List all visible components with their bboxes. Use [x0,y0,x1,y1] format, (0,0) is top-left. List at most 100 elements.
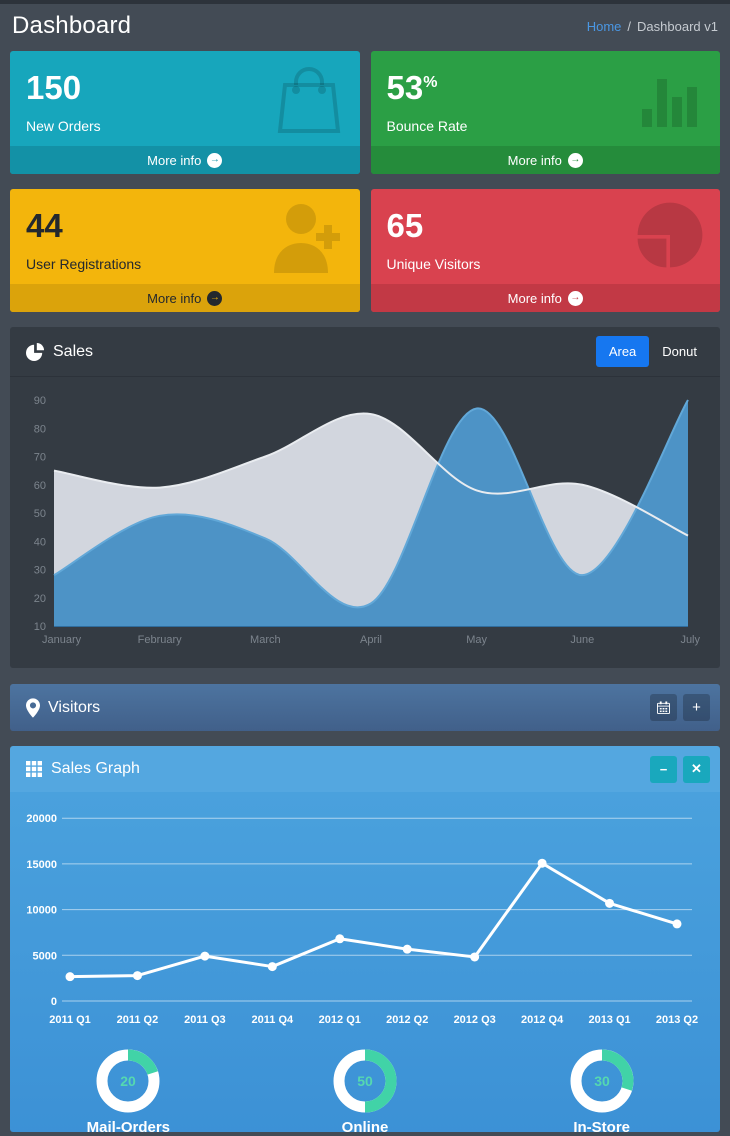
gauge-label: Mail-Orders [86,1119,171,1132]
pie-chart-icon [634,199,706,276]
sales-area-chart: 10 20 30 40 50 60 70 80 90 January February March Ap… [34,395,701,646]
svg-text:2012 Q2: 2012 Q2 [386,1014,428,1026]
metric-value: 65 [386,207,424,244]
metric-value: 53% [386,69,438,106]
stats-bars-icon [642,75,704,132]
metric-value: 44 [26,207,63,244]
more-info-link[interactable]: More info → [370,284,720,312]
svg-text:2013 Q2: 2013 Q2 [656,1014,698,1026]
small-box-content: 150 New Orders [10,51,360,134]
panel-title: Sales Graph [51,760,140,777]
small-box-content: 53% Bounce Rate [371,51,721,134]
sales-graph-header: Sales Graph − ✕ [10,746,720,792]
area-tab-button[interactable]: Area [595,336,650,367]
breadcrumb-current: Dashboard v1 [637,18,718,34]
svg-text:15000: 15000 [26,859,57,871]
more-info-link[interactable]: More info → [370,146,720,174]
visitors-panel-tools: + [644,694,710,721]
svg-text:January: January [42,634,82,646]
donut-gauge[interactable]: 20 [96,1049,160,1113]
small-box-content: 44 User Registrations [10,189,360,272]
sales-panel: Sales Area Donut 10 20 30 40 50 60 70 80 90 Janua… [10,327,720,668]
pie-chart-icon [26,342,44,361]
metric-label: User Registrations [26,256,142,272]
svg-text:60: 60 [34,480,46,492]
svg-text:May: May [466,634,487,646]
sales-graph-body: 0 5000 10000 15000 20000 2011 Q1 2011 Q2 2011 Q… [10,792,720,1132]
visitors-panel-header: Visitors + [10,684,720,731]
svg-text:February: February [138,634,183,646]
svg-text:2012 Q3: 2012 Q3 [454,1014,496,1026]
svg-text:2011 Q1: 2011 Q1 [49,1014,91,1026]
svg-text:30: 30 [594,1073,610,1089]
donut-gauge[interactable]: 30 [570,1049,634,1113]
arrow-right-circle-icon: → [567,152,583,168]
svg-text:0: 0 [51,996,57,1008]
page-header: Dashboard Home / Dashboard v1 [0,4,730,46]
calendar-button[interactable] [650,694,677,721]
svg-text:70: 70 [34,452,46,464]
add-button[interactable]: + [683,694,710,721]
svg-text:50: 50 [357,1073,373,1089]
svg-text:20: 20 [34,593,46,605]
svg-text:5000: 5000 [33,950,57,962]
small-box-unique-visitors: 65 Unique Visitors More info → [370,189,721,312]
gauge-label: Online [341,1119,389,1132]
bag-icon [272,59,346,142]
sales-panel-header: Sales Area Donut [10,327,720,377]
svg-text:March: March [250,634,281,646]
metric-value: 150 [26,69,82,106]
person-add-icon [268,203,346,278]
breadcrumb-separator: / [627,18,632,34]
svg-text:20: 20 [121,1073,137,1089]
metric-label: Unique Visitors [386,256,481,272]
close-button[interactable]: ✕ [683,755,710,783]
gauge-in-store: 30 In-Store [483,1049,720,1132]
svg-text:2013 Q1: 2013 Q1 [588,1014,630,1026]
svg-text:June: June [570,634,594,646]
metric-label: New Orders [26,118,101,134]
svg-text:July: July [680,634,700,646]
metric-label: Bounce Rate [386,118,468,134]
donut-tab-button[interactable]: Donut [649,336,710,367]
svg-text:20000: 20000 [26,813,57,825]
svg-text:90: 90 [34,395,46,407]
svg-text:2012 Q4: 2012 Q4 [521,1014,564,1026]
svg-text:50: 50 [34,508,46,520]
svg-text:10000: 10000 [26,905,57,917]
svg-text:April: April [360,634,382,646]
grid-icon [26,761,42,777]
more-info-link[interactable]: More info → [10,284,360,312]
gauge-row: 20 Mail-Orders 50 Online 30 In-Store [10,1049,720,1132]
svg-text:10: 10 [34,621,46,633]
collapse-button[interactable]: − [650,755,677,783]
panel-title: Sales [53,342,94,360]
gauge-label: In-Store [573,1119,631,1132]
gauge-online: 50 Online [247,1049,484,1132]
small-box-new-orders: 150 New Orders More info → [10,51,360,174]
svg-text:80: 80 [34,423,46,435]
svg-text:30: 30 [34,565,46,577]
sales-graph-panel: Sales Graph − ✕ 0 5000 10000 15000 20000 2011… [10,746,720,1132]
donut-gauge[interactable]: 50 [333,1049,397,1113]
breadcrumb-home-link[interactable]: Home [586,18,622,34]
sales-graph-tools: − ✕ [644,755,710,783]
small-box-grid: 150 New Orders More info → 53% Bounce Rat… [0,46,730,312]
small-box-content: 65 Unique Visitors [371,189,721,272]
chart-type-toggle: Area Donut [595,336,710,367]
svg-text:2011 Q3: 2011 Q3 [184,1014,226,1026]
small-box-bounce-rate: 53% Bounce Rate More info → [370,51,721,174]
gauge-mail-orders: 20 Mail-Orders [10,1049,247,1132]
svg-text:2011 Q2: 2011 Q2 [117,1014,159,1026]
map-marker-icon [26,697,40,718]
svg-text:2012 Q1: 2012 Q1 [319,1014,361,1026]
more-info-link[interactable]: More info → [10,146,360,174]
svg-text:40: 40 [34,536,46,548]
panel-title: Visitors [48,698,101,716]
small-box-user-registrations: 44 User Registrations More info → [10,189,360,312]
sales-line-chart: 0 5000 10000 15000 20000 2011 Q1 2011 Q2 2011 Q… [26,813,698,1026]
top-strip [0,0,730,4]
breadcrumb: Home / Dashboard v1 [587,19,718,34]
arrow-right-circle-icon: → [567,290,583,306]
arrow-right-circle-icon: → [207,290,223,306]
